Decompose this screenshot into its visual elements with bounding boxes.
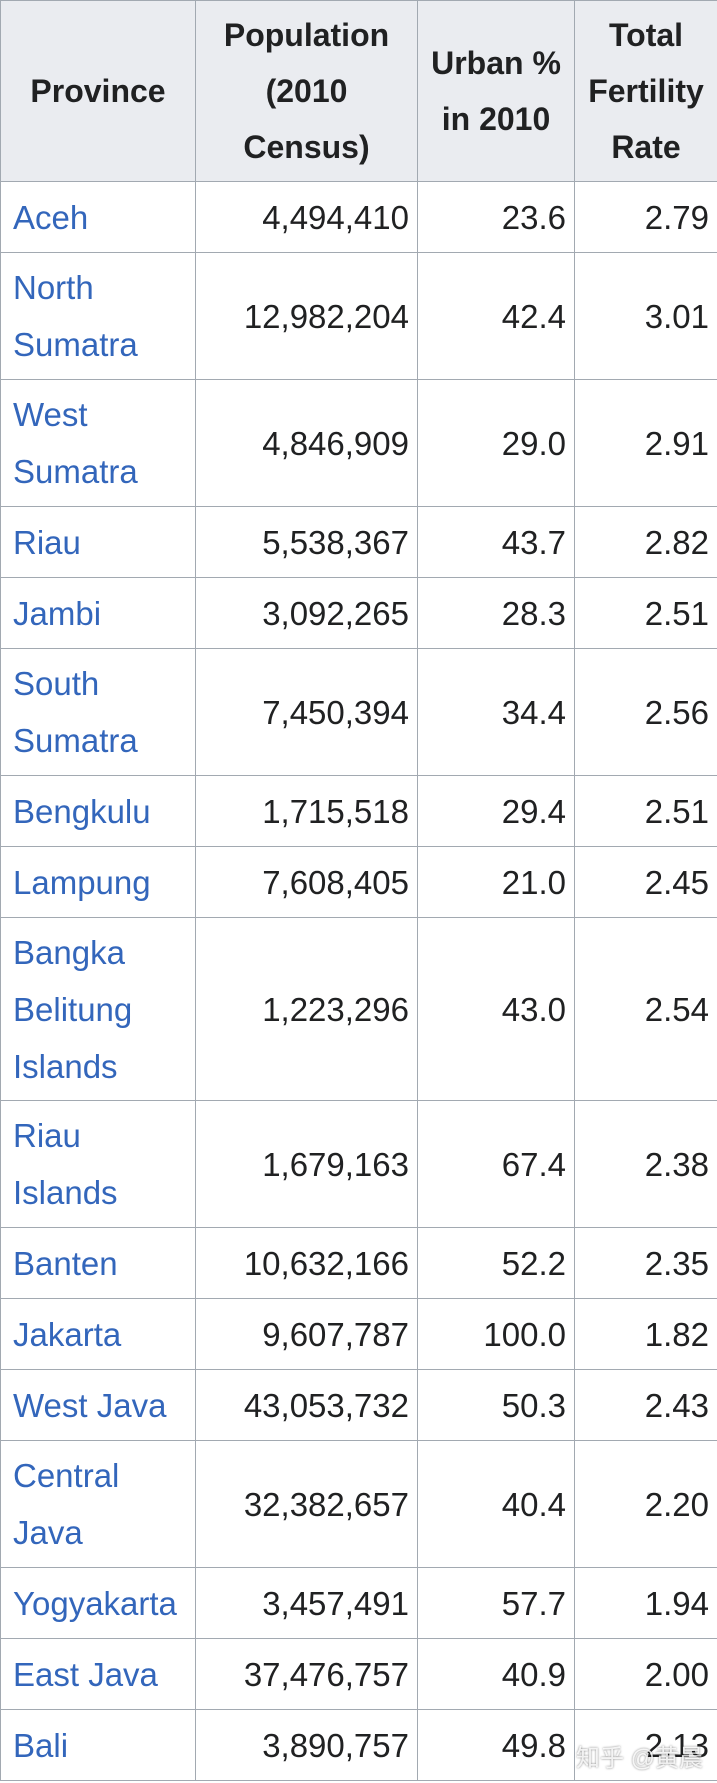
province-link[interactable]: Central Java [0,1440,196,1568]
table-row: Bangka Belitung Islands 1,223,296 43.0 2.54 [0,917,717,1101]
province-link[interactable]: West Sumatra [0,379,196,507]
cell: 2.54 [574,917,717,1101]
cell: 42.4 [417,252,575,380]
cell: 2.00 [574,1638,717,1710]
cell: 4,846,909 [195,379,418,507]
province-link[interactable]: Riau Islands [0,1100,196,1228]
cell: 49.8 [417,1709,575,1781]
cell: 2.91 [574,379,717,507]
cell: 10,632,166 [195,1227,418,1299]
table-row: Riau Islands 1,679,163 67.4 2.38 [0,1100,717,1228]
cell: 3,092,265 [195,577,418,649]
cell: 67.4 [417,1100,575,1228]
province-link[interactable]: Bali [0,1709,196,1781]
header-cell: Population (2010 Census) [195,0,418,182]
table-row: Aceh 4,494,410 23.6 2.79 [0,181,717,253]
cell: 40.9 [417,1638,575,1710]
cell: 37,476,757 [195,1638,418,1710]
province-link[interactable]: Jakarta [0,1298,196,1370]
province-link[interactable]: Aceh [0,181,196,253]
cell: 2.56 [574,648,717,776]
province-link[interactable]: West Java [0,1369,196,1441]
cell: 50.3 [417,1369,575,1441]
cell: 12,982,204 [195,252,418,380]
cell: 9,607,787 [195,1298,418,1370]
header-cell: Total Fertility Rate [574,0,717,182]
cell: 2.51 [574,577,717,649]
cell: 1.94 [574,1567,717,1639]
cell: 3,890,757 [195,1709,418,1781]
cell: 1,715,518 [195,775,418,847]
cell: 2.45 [574,846,717,918]
cell: 2.13 [574,1709,717,1781]
cell: 43,053,732 [195,1369,418,1441]
province-link[interactable]: Yogyakarta [0,1567,196,1639]
cell: 43.7 [417,506,575,578]
province-link[interactable]: East Java [0,1638,196,1710]
cell: 7,608,405 [195,846,418,918]
header-cell: Urban % in 2010 [417,0,575,182]
cell: 2.82 [574,506,717,578]
header-row: Province Population (2010 Census) Urban % … [0,0,717,182]
province-link[interactable]: South Sumatra [0,648,196,776]
cell: 4,494,410 [195,181,418,253]
cell: 3,457,491 [195,1567,418,1639]
cell: 3.01 [574,252,717,380]
province-link[interactable]: Jambi [0,577,196,649]
header-cell: Province [0,0,196,182]
cell: 29.4 [417,775,575,847]
cell: 2.51 [574,775,717,847]
province-link[interactable]: Bangka Belitung Islands [0,917,196,1101]
cell: 2.79 [574,181,717,253]
cell: 1,679,163 [195,1100,418,1228]
cell: 28.3 [417,577,575,649]
table-row: Jambi 3,092,265 28.3 2.51 [0,577,717,649]
cell: 100.0 [417,1298,575,1370]
table-row: Lampung 7,608,405 21.0 2.45 [0,846,717,918]
cell: 52.2 [417,1227,575,1299]
table-row: Central Java 32,382,657 40.4 2.20 [0,1440,717,1568]
cell: 2.35 [574,1227,717,1299]
cell: 29.0 [417,379,575,507]
table-row: Yogyakarta 3,457,491 57.7 1.94 [0,1567,717,1639]
province-link[interactable]: Banten [0,1227,196,1299]
table-row: East Java 37,476,757 40.9 2.00 [0,1638,717,1710]
cell: 7,450,394 [195,648,418,776]
cell: 2.38 [574,1100,717,1228]
cell: 43.0 [417,917,575,1101]
table-row: Riau 5,538,367 43.7 2.82 [0,506,717,578]
table-row: Bali 3,890,757 49.8 2.13 [0,1709,717,1781]
table-row: Bengkulu 1,715,518 29.4 2.51 [0,775,717,847]
table-row: Banten 10,632,166 52.2 2.35 [0,1227,717,1299]
province-link[interactable]: Lampung [0,846,196,918]
cell: 1.82 [574,1298,717,1370]
table-body: Aceh 4,494,410 23.6 2.79 North Sumatra 12,982… [0,181,717,1781]
cell: 5,538,367 [195,506,418,578]
cell: 40.4 [417,1440,575,1568]
table-row: South Sumatra 7,450,394 34.4 2.56 [0,648,717,776]
province-link[interactable]: North Sumatra [0,252,196,380]
cell: 2.20 [574,1440,717,1568]
cell: 34.4 [417,648,575,776]
cell: 32,382,657 [195,1440,418,1568]
watermark: 知乎 @黄晨 [575,1745,703,1772]
table-row: North Sumatra 12,982,204 42.4 3.01 [0,252,717,380]
table-row: West Java 43,053,732 50.3 2.43 [0,1369,717,1441]
cell: 2.43 [574,1369,717,1441]
table-row: Jakarta 9,607,787 100.0 1.82 [0,1298,717,1370]
table-row: West Sumatra 4,846,909 29.0 2.91 [0,379,717,507]
province-link[interactable]: Riau [0,506,196,578]
cell: 23.6 [417,181,575,253]
province-link[interactable]: Bengkulu [0,775,196,847]
cell: 21.0 [417,846,575,918]
cell: 1,223,296 [195,917,418,1101]
cell: 57.7 [417,1567,575,1639]
